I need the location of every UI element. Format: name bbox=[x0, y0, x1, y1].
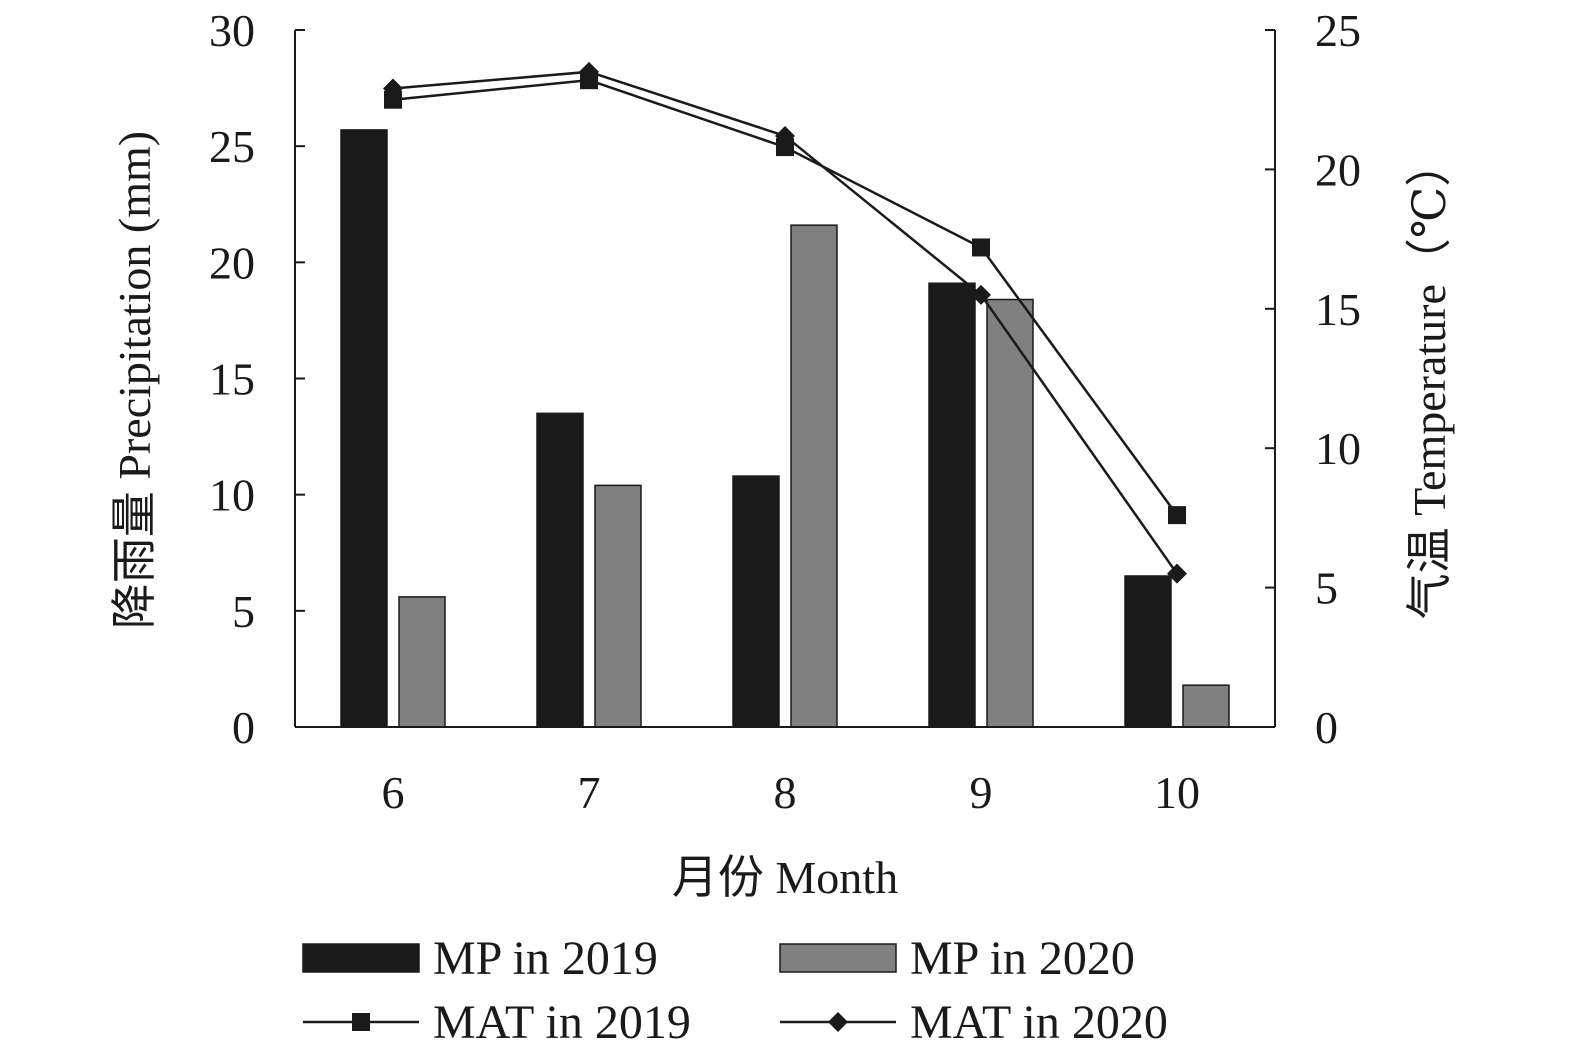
y-axis-right-title: 气温 Temperature（℃） bbox=[1404, 141, 1455, 620]
point-mat-in-2020-9 bbox=[971, 284, 991, 305]
legend: MP in 2019 MP in 2020 MAT in 2019 MAT in 20… bbox=[302, 932, 1168, 1049]
y-right-tick-label: 25 bbox=[1315, 5, 1361, 56]
legend-swatch-mp-in-2020 bbox=[779, 943, 897, 973]
point-mat-in-2020-10 bbox=[1167, 563, 1187, 584]
y-left-tick-label: 0 bbox=[232, 702, 255, 753]
bar-mp-in-2020-7 bbox=[594, 484, 642, 728]
legend-marker-mat-in-2019 bbox=[352, 1013, 370, 1031]
bar-mp-in-2019-6 bbox=[340, 129, 388, 728]
y-left-tick-label: 15 bbox=[209, 354, 255, 405]
axes-layer bbox=[294, 29, 1276, 728]
bar-mp-in-2019-7 bbox=[536, 412, 584, 728]
y-right-tick-label: 15 bbox=[1315, 284, 1361, 335]
x-tick-label: 8 bbox=[774, 767, 797, 818]
y-right-tick-label: 10 bbox=[1315, 423, 1361, 474]
point-mat-in-2019-10 bbox=[1168, 506, 1186, 525]
lines-layer bbox=[383, 61, 1187, 584]
legend-label-mp-in-2019: MP in 2019 bbox=[433, 932, 658, 985]
y-axis-left-title: 降雨量 Precipitation (mm) bbox=[109, 131, 160, 629]
point-mat-in-2020-7 bbox=[579, 61, 599, 82]
y-left-tick-label: 10 bbox=[209, 470, 255, 521]
y-right-tick-label: 5 bbox=[1315, 563, 1338, 614]
bar-mp-in-2019-10 bbox=[1124, 575, 1172, 728]
point-mat-in-2020-6 bbox=[383, 78, 403, 99]
bar-mp-in-2020-9 bbox=[986, 298, 1034, 728]
x-axis-title: 月份 Month bbox=[672, 852, 898, 903]
x-tick-label: 7 bbox=[578, 767, 601, 818]
y-left-tick-label: 25 bbox=[209, 121, 255, 172]
x-tick-label: 6 bbox=[382, 767, 405, 818]
legend-label-mat-in-2020: MAT in 2020 bbox=[910, 996, 1168, 1049]
bar-mp-in-2020-6 bbox=[398, 596, 446, 728]
point-mat-in-2019-6 bbox=[384, 90, 402, 109]
point-mat-in-2019-8 bbox=[776, 138, 794, 157]
legend-swatch-mp-in-2019 bbox=[302, 943, 420, 973]
tick-labels-layer: 0 5 10 15 20 25 30 0 5 10 15 20 25 6 7 8 9 10 bbox=[209, 5, 1361, 818]
y-right-tick-label: 20 bbox=[1315, 144, 1361, 195]
bars-layer bbox=[340, 129, 1230, 728]
legend-label-mat-in-2019: MAT in 2019 bbox=[433, 996, 691, 1049]
y-left-tick-label: 5 bbox=[232, 586, 255, 637]
y-right-tick-label: 0 bbox=[1315, 702, 1338, 753]
y-left-tick-label: 20 bbox=[209, 237, 255, 288]
point-mat-in-2019-9 bbox=[972, 238, 990, 257]
bar-mp-in-2020-8 bbox=[790, 224, 838, 728]
legend-label-mp-in-2020: MP in 2020 bbox=[910, 932, 1135, 985]
bar-mp-in-2019-8 bbox=[732, 475, 780, 728]
y-left-tick-label: 30 bbox=[209, 5, 255, 56]
x-tick-label: 9 bbox=[970, 767, 993, 818]
point-mat-in-2020-8 bbox=[775, 125, 795, 146]
x-tick-label: 10 bbox=[1154, 767, 1200, 818]
legend-marker-mat-in-2020 bbox=[828, 1012, 848, 1032]
bar-mp-in-2020-10 bbox=[1182, 684, 1230, 728]
bar-mp-in-2019-9 bbox=[928, 282, 976, 728]
